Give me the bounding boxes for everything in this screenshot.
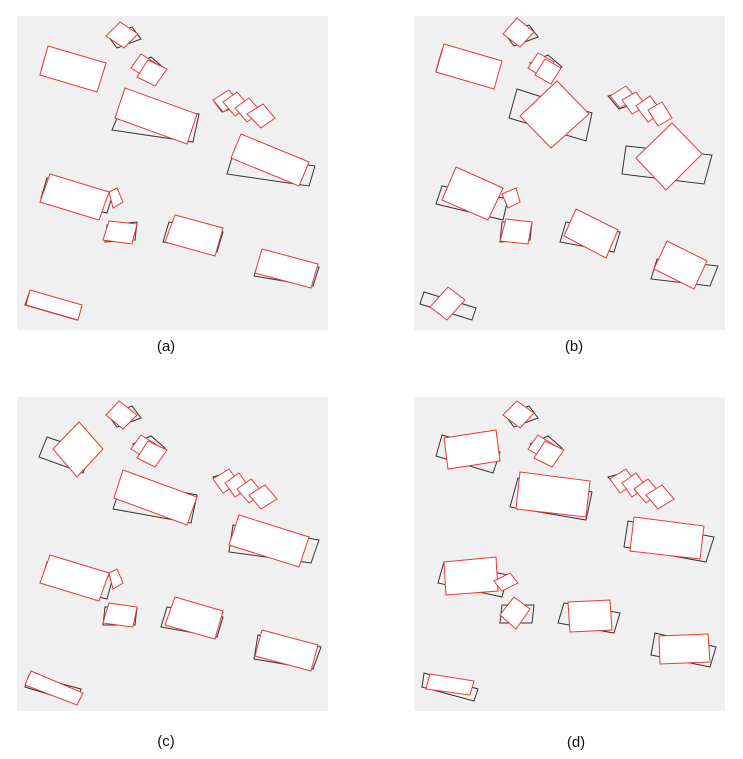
detected-vehicle-box [114,87,198,145]
detected-vehicle-box [39,45,107,93]
panel-c-boxes [24,400,322,706]
detected-vehicle-box [441,166,504,221]
detected-vehicle-box [563,208,619,259]
predicted-boxes [429,17,708,321]
panel-d-caption: (d) [566,734,586,751]
detected-vehicle-box [24,670,84,706]
detected-vehicle-box [39,554,110,602]
detected-vehicle-box [228,514,310,568]
panel-c-caption: (c) [157,733,175,750]
detected-vehicle-box [653,240,708,290]
detected-vehicle-box [254,629,319,672]
detected-vehicle-box [502,17,535,48]
detected-vehicle-box [25,289,83,321]
detected-vehicle-box [499,218,533,245]
panel-d-detection-view [414,397,725,711]
detected-vehicle-box [429,286,466,321]
panel-c-detection-view [17,397,328,711]
detected-vehicle-box [443,429,501,470]
detected-vehicle-box [435,43,503,90]
detected-vehicle-box [658,633,711,665]
detected-vehicle-box [102,602,138,628]
detected-vehicle-box [567,599,613,633]
detected-vehicle-box [443,556,499,596]
detected-vehicle-box [248,484,278,510]
detected-vehicle-box [108,187,124,209]
detected-vehicle-box [515,471,591,518]
detected-vehicle-box [102,220,138,245]
detected-vehicle-box [534,58,562,85]
detected-vehicle-box [501,187,521,209]
panel-a-caption: (a) [156,338,176,355]
panel-b-detection-view [414,16,725,330]
predicted-boxes [25,21,319,321]
detected-vehicle-box [105,400,138,430]
detected-vehicle-box [647,101,673,127]
detected-vehicle-box [136,440,168,468]
panel-a-detection-view [17,16,328,330]
detected-vehicle-box [52,421,104,478]
detected-vehicle-box [105,21,139,49]
detected-vehicle-box [136,59,168,87]
detected-vehicle-box [635,122,703,191]
detected-vehicle-box [502,400,535,429]
detected-vehicle-box [629,516,705,560]
detected-vehicle-box [108,568,124,590]
detected-vehicle-box [39,173,110,221]
panel-a-boxes [24,21,320,321]
panel-d-boxes [421,400,717,702]
detected-vehicle-box [164,596,224,640]
detected-vehicle-box [113,469,198,526]
detected-vehicle-box [519,80,590,149]
panel-b-boxes [419,17,719,321]
detected-vehicle-box [230,133,310,187]
predicted-boxes [24,400,319,706]
detected-vehicle-box [425,673,475,696]
detected-vehicle-box [493,572,519,592]
detected-vehicle-box [164,214,224,257]
detected-vehicle-box [533,440,565,468]
detected-vehicle-box [645,484,675,510]
detected-vehicle-box [246,103,276,129]
predicted-boxes [425,400,711,696]
panel-b-caption: (b) [564,338,584,355]
detected-vehicle-box [254,248,319,289]
detected-vehicle-box [499,596,531,630]
